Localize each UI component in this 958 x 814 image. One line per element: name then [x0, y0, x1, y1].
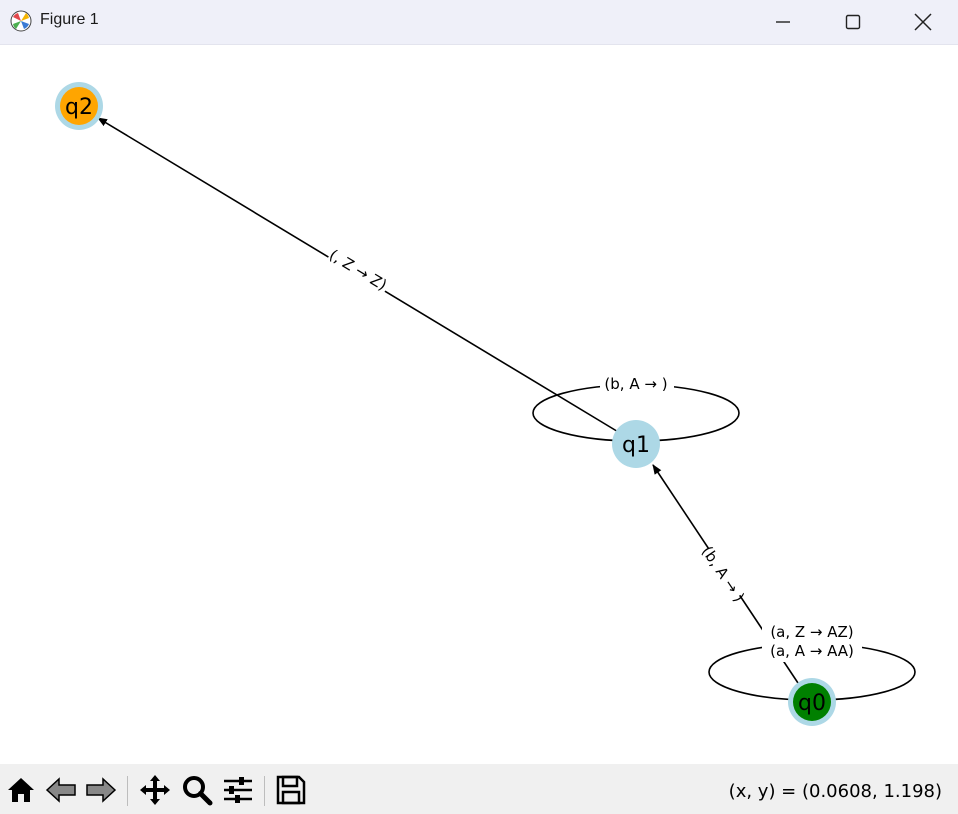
node-q2: q2 [55, 82, 103, 130]
minimize-icon [776, 21, 790, 23]
node-label-q0: q0 [798, 691, 826, 716]
edge-label-q0-q1: (b, A → ) [698, 543, 748, 605]
node-q1: q1 [612, 420, 660, 468]
configure-subplots-button[interactable] [221, 773, 255, 807]
close-icon [914, 13, 932, 31]
maximize-icon [845, 14, 861, 30]
configure-icon [224, 777, 252, 803]
edge-label-q1-q2: (, Z → Z) [326, 246, 390, 295]
node-label-q1: q1 [622, 433, 650, 458]
matplotlib-logo-icon [10, 10, 32, 32]
save-icon [276, 775, 306, 805]
node-q0: q0 [788, 678, 836, 726]
self-loop-edge-q1 [532, 384, 740, 442]
back-icon [45, 777, 76, 803]
cursor-coordinates: (x, y) = (0.0608, 1.198) [728, 781, 942, 802]
pan-button[interactable] [138, 773, 172, 807]
edge-q0-q1 [652, 464, 801, 687]
forward-button[interactable] [84, 773, 118, 807]
save-button[interactable] [274, 773, 308, 807]
minimize-button[interactable] [748, 0, 818, 44]
self-loop-edge-q0 [708, 643, 916, 701]
home-icon [8, 778, 34, 802]
toolbar-separator [127, 776, 128, 806]
node-label-q2: q2 [65, 95, 93, 120]
zoom-button[interactable] [180, 773, 214, 807]
back-button[interactable] [44, 773, 78, 807]
edge-q1-q2 [97, 117, 621, 434]
edge-label-q0-loop-line1: (a, Z → AZ) [770, 623, 853, 641]
forward-icon [86, 777, 117, 803]
title-bar: Figure 1 [0, 0, 958, 45]
zoom-icon [183, 776, 213, 806]
toolbar-separator [264, 776, 265, 806]
maximize-button[interactable] [818, 0, 888, 44]
window-title: Figure 1 [40, 11, 99, 28]
close-button[interactable] [888, 0, 958, 44]
navigation-toolbar: (x, y) = (0.0608, 1.198) [0, 764, 958, 814]
pan-icon [140, 775, 170, 805]
edge-label-q1-loop: (b, A → ) [604, 375, 667, 393]
edge-label-q0-loop-line2: (a, A → AA) [770, 642, 854, 660]
home-button[interactable] [4, 773, 38, 807]
